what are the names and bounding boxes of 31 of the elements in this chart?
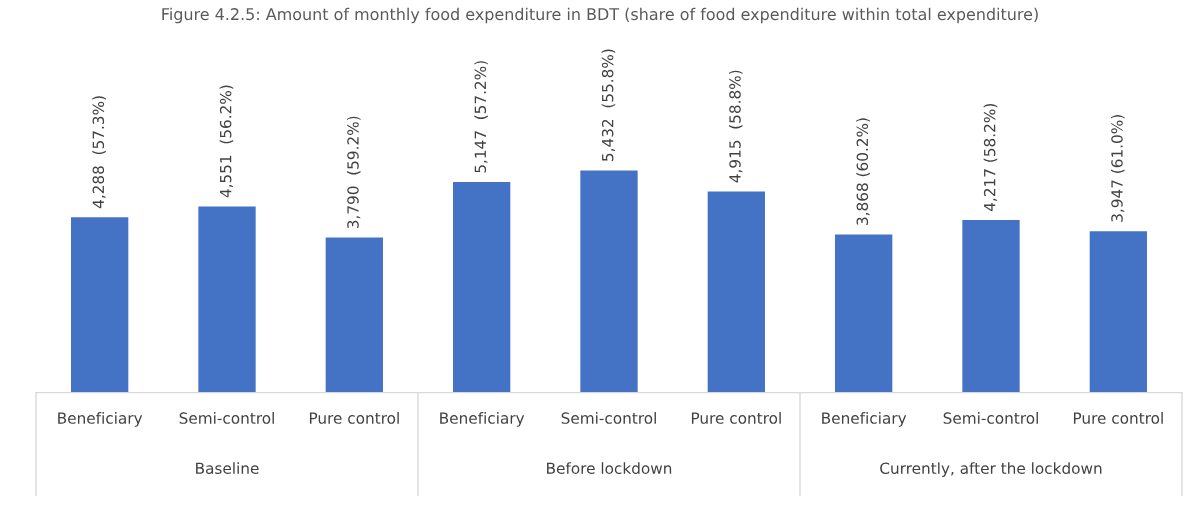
bar	[835, 234, 893, 393]
data-label: 4,551 (56.2%)	[219, 85, 234, 198]
data-label: 5,432 (55.8%)	[601, 49, 616, 161]
x-tick-label: Semi-control	[179, 412, 274, 424]
bar	[325, 237, 383, 393]
bar	[707, 191, 765, 393]
bar	[71, 217, 129, 393]
bar	[198, 206, 256, 393]
data-label: 4,288 (57.3%)	[92, 96, 106, 209]
text: Before lockdown	[547, 462, 672, 475]
x-tick-label: Beneficiary	[440, 412, 525, 427]
text: Baseline	[196, 462, 259, 475]
x-tick-label: Pure control	[1073, 412, 1163, 424]
bar	[962, 220, 1020, 393]
data-label: 3,868 (60.2%)	[856, 118, 870, 225]
chart-title: Figure 4.2.5: Amount of monthly food expenditure in BDT (share of food expenditure within total expenditure)	[162, 7, 1038, 24]
x-tick-label: Semi-control	[943, 412, 1038, 424]
bar	[453, 182, 511, 393]
data-label: 3,947 (61.0%)	[1110, 115, 1125, 222]
x-tick-label: Pure control	[309, 412, 399, 424]
text: Currently, after the lockdown	[880, 462, 1102, 477]
x-tick-label: Beneficiary	[58, 412, 143, 427]
data-label: 3,790 (59.2%)	[346, 116, 361, 229]
x-tick-label: Pure control	[691, 412, 781, 424]
bar	[580, 170, 638, 393]
x-tick-label: Semi-control	[561, 412, 656, 424]
data-label: 5,147 (57.2%)	[474, 61, 488, 173]
data-label: 4,217 (58.2%)	[983, 104, 998, 212]
data-label: 4,915 (58.8%)	[728, 70, 743, 183]
bar	[1089, 231, 1147, 393]
x-tick-label: Beneficiary	[822, 412, 907, 427]
